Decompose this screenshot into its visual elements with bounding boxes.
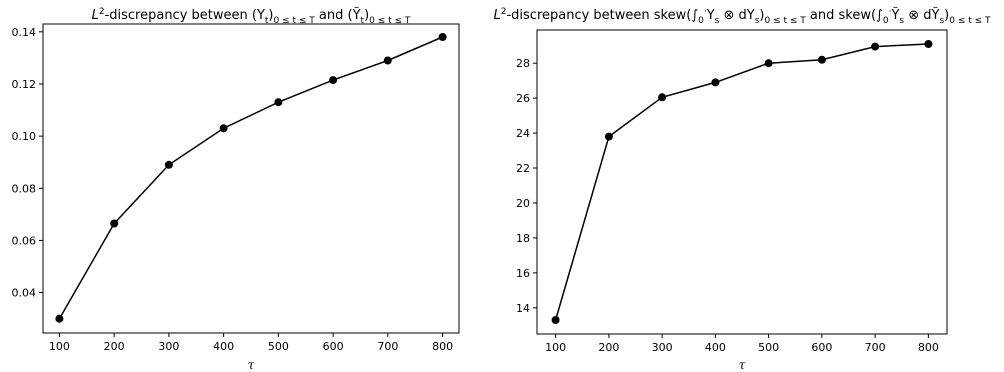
y-tick-label: 28: [516, 57, 530, 70]
y-tick-label: 0.12: [12, 78, 37, 91]
chart-2-series-line: [554, 43, 929, 321]
chart-2-x-axis: 100 200 300 400 500 600 700 800: [545, 334, 939, 354]
x-tick-label: 300: [158, 340, 179, 353]
x-tick-label: 500: [758, 341, 779, 354]
data-point: [924, 40, 933, 48]
chart-1: L2-discrepancy between (Yt)0 ≤ t ≤ T and…: [12, 7, 460, 372]
data-point: [658, 93, 667, 102]
chart-1-y-axis: 0.04 0.06 0.08 0.10 0.12 0.14: [12, 26, 43, 300]
x-tick-label: 100: [49, 340, 70, 353]
y-tick-label: 18: [516, 232, 530, 245]
y-tick-label: 0.06: [12, 234, 37, 247]
y-tick-label: 24: [516, 127, 530, 140]
chart-1-title: L2-discrepancy between (Yt)0 ≤ t ≤ T and…: [92, 7, 411, 26]
chart-1-x-axis: 100 200 300 400 500 600 700 800: [49, 333, 453, 353]
y-tick-label: 0.10: [12, 130, 37, 143]
data-point: [55, 314, 64, 323]
data-point: [711, 78, 720, 87]
y-tick-label: 0.14: [12, 26, 37, 39]
y-tick-label: 16: [516, 267, 530, 280]
x-tick-label: 800: [432, 340, 453, 353]
y-tick-label: 0.08: [12, 182, 37, 195]
x-tick-label: 100: [545, 341, 566, 354]
y-tick-label: 20: [516, 197, 530, 210]
chart-2-plot-frame: [536, 29, 948, 335]
data-point: [764, 59, 773, 68]
x-tick-label: 800: [918, 341, 939, 354]
x-tick-label: 400: [705, 341, 726, 354]
data-point: [871, 42, 880, 51]
chart-1-points: [55, 33, 447, 323]
x-tick-label: 700: [865, 341, 886, 354]
chart-2: L2-discrepancy between skew(∫0·Ys ⊗ dYs)…: [493, 7, 991, 372]
chart-1-x-axis-label: τ: [248, 358, 255, 372]
data-point: [551, 316, 560, 324]
data-point: [329, 76, 338, 85]
chart-1-plot-frame: [42, 23, 460, 334]
data-point: [383, 56, 392, 65]
data-point: [219, 124, 228, 133]
x-tick-label: 600: [811, 341, 832, 354]
data-point: [274, 98, 283, 107]
data-point: [438, 33, 447, 41]
data-point: [817, 55, 826, 64]
x-tick-label: 300: [652, 341, 673, 354]
chart-2-points: [551, 40, 933, 324]
y-tick-label: 22: [516, 162, 530, 175]
x-tick-label: 200: [104, 340, 125, 353]
chart-2-x-axis-label: τ: [739, 358, 746, 372]
x-tick-label: 600: [323, 340, 344, 353]
chart-1-series-line: [58, 36, 443, 320]
chart-2-title: L2-discrepancy between skew(∫0·Ys ⊗ dYs)…: [493, 7, 991, 26]
y-tick-label: 26: [516, 92, 530, 105]
x-tick-label: 200: [598, 341, 619, 354]
data-point: [164, 160, 173, 169]
x-tick-label: 500: [268, 340, 289, 353]
x-tick-label: 400: [213, 340, 234, 353]
x-tick-label: 700: [377, 340, 398, 353]
data-point: [110, 219, 119, 228]
data-point: [604, 132, 613, 141]
y-tick-label: 14: [516, 302, 530, 315]
y-tick-label: 0.04: [12, 287, 37, 300]
chart-2-y-axis: 14 16 18 20 22 24 26 28: [516, 57, 537, 315]
